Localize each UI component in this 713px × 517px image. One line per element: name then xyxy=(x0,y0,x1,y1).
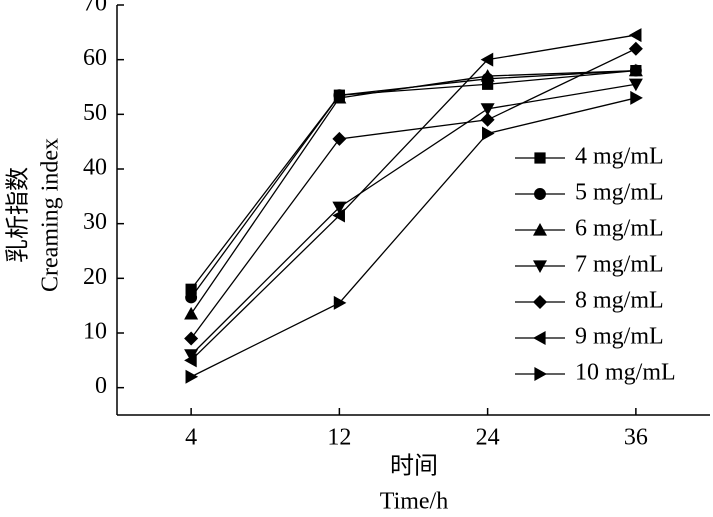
y-tick-label: 20 xyxy=(83,264,107,290)
x-axis-label: Time/h xyxy=(380,489,448,515)
marker xyxy=(332,131,347,146)
marker xyxy=(534,367,547,381)
marker xyxy=(332,208,345,223)
marker xyxy=(480,112,495,127)
marker xyxy=(628,63,643,77)
marker xyxy=(533,223,547,236)
x-tick-label: 36 xyxy=(624,425,648,451)
marker xyxy=(482,126,495,141)
series-line xyxy=(190,34,636,361)
y-tick-label: 30 xyxy=(83,209,107,235)
legend-label: 9 mg/mL xyxy=(575,324,664,350)
x-tick-label: 24 xyxy=(476,425,500,451)
legend-label: 7 mg/mL xyxy=(575,252,664,278)
marker xyxy=(184,353,197,368)
marker xyxy=(628,78,643,92)
marker xyxy=(480,103,495,116)
marker xyxy=(184,349,199,362)
marker xyxy=(630,90,643,105)
y-tick-label: 70 xyxy=(83,0,107,17)
marker xyxy=(333,295,347,310)
series-line xyxy=(190,69,636,290)
series-line xyxy=(190,69,636,298)
marker xyxy=(184,306,199,320)
marker xyxy=(185,283,197,295)
x-axis-label: 时间 xyxy=(390,453,438,480)
marker xyxy=(480,52,494,67)
y-tick-label: 40 xyxy=(83,155,107,181)
y-tick-label: 10 xyxy=(83,319,107,345)
marker xyxy=(533,295,547,309)
series-line xyxy=(190,83,636,356)
y-tick-label: 60 xyxy=(83,45,107,71)
marker xyxy=(185,291,198,304)
legend-label: 8 mg/mL xyxy=(575,288,664,314)
marker xyxy=(480,69,495,82)
y-axis-label: Creaming index xyxy=(38,138,64,292)
y-axis-label: 乳析指数 xyxy=(5,167,32,263)
marker xyxy=(332,90,347,104)
y-tick-label: 0 xyxy=(95,373,107,399)
marker xyxy=(332,201,347,215)
series-line xyxy=(190,69,636,315)
legend-label: 5 mg/mL xyxy=(575,180,664,206)
x-tick-label: 4 xyxy=(185,425,197,451)
marker xyxy=(628,41,643,56)
marker xyxy=(534,188,546,200)
legend-label: 4 mg/mL xyxy=(575,144,664,170)
marker xyxy=(534,152,546,164)
marker xyxy=(185,369,199,384)
y-tick-label: 50 xyxy=(83,100,107,126)
series-line xyxy=(190,97,637,378)
marker xyxy=(628,28,642,43)
marker xyxy=(533,260,547,273)
x-tick-label: 12 xyxy=(327,425,351,451)
marker xyxy=(184,331,199,346)
marker xyxy=(533,331,546,345)
legend-label: 10 mg/mL xyxy=(575,360,676,386)
series-line xyxy=(190,48,637,339)
legend-label: 6 mg/mL xyxy=(575,216,664,242)
